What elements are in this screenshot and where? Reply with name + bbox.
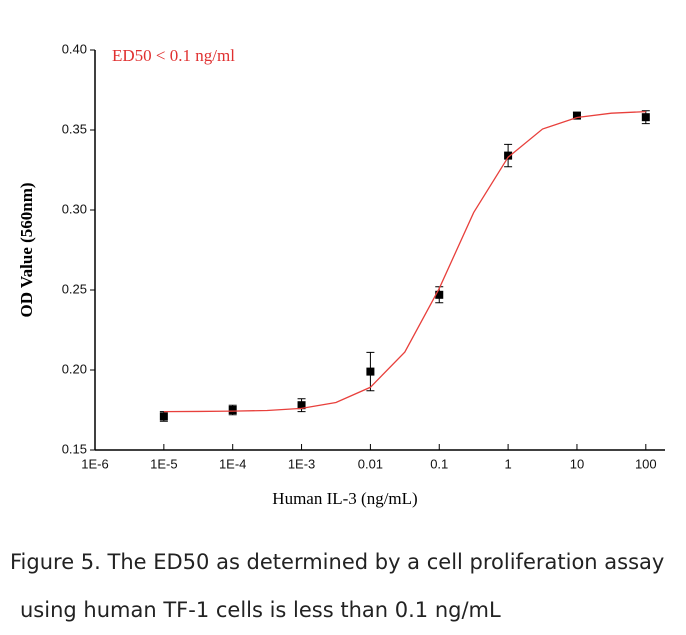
x-tick-label: 1E-3 bbox=[288, 456, 315, 471]
y-tick-label: 0.15 bbox=[62, 441, 87, 456]
x-tick-label: 1E-5 bbox=[150, 456, 177, 471]
fit-curve bbox=[163, 110, 646, 413]
x-tick-label: 1E-4 bbox=[219, 456, 246, 471]
y-tick-label: 0.20 bbox=[62, 361, 87, 376]
x-axis-label: Human IL-3 (ng/mL) bbox=[272, 489, 417, 508]
x-tick-label: 10 bbox=[570, 456, 584, 471]
data-point bbox=[572, 111, 581, 120]
x-tick-label: 100 bbox=[635, 456, 657, 471]
data-point bbox=[159, 412, 168, 421]
y-tick-label: 0.25 bbox=[62, 281, 87, 296]
x-tick-label: 0.1 bbox=[430, 456, 448, 471]
x-tick-label: 1E-6 bbox=[81, 456, 108, 471]
data-point bbox=[228, 406, 237, 414]
annotation: ED50 < 0.1 ng/ml bbox=[112, 46, 235, 65]
y-tick-label: 0.40 bbox=[62, 41, 87, 56]
data-point bbox=[641, 113, 650, 122]
data-point bbox=[435, 290, 444, 299]
x-tick-label: 0.01 bbox=[358, 456, 383, 471]
caption-line: using human TF-1 cells is less than 0.1 … bbox=[20, 598, 501, 622]
data-point bbox=[297, 401, 306, 410]
caption-line: Figure 5. The ED50 as determined by a ce… bbox=[10, 550, 664, 574]
y-tick-label: 0.30 bbox=[62, 201, 87, 216]
y-tick-label: 0.35 bbox=[62, 121, 87, 136]
x-tick-label: 1 bbox=[504, 456, 511, 471]
y-axis-label: OD Value (560nm) bbox=[17, 182, 36, 317]
data-point bbox=[366, 367, 375, 376]
data-point bbox=[504, 151, 513, 160]
